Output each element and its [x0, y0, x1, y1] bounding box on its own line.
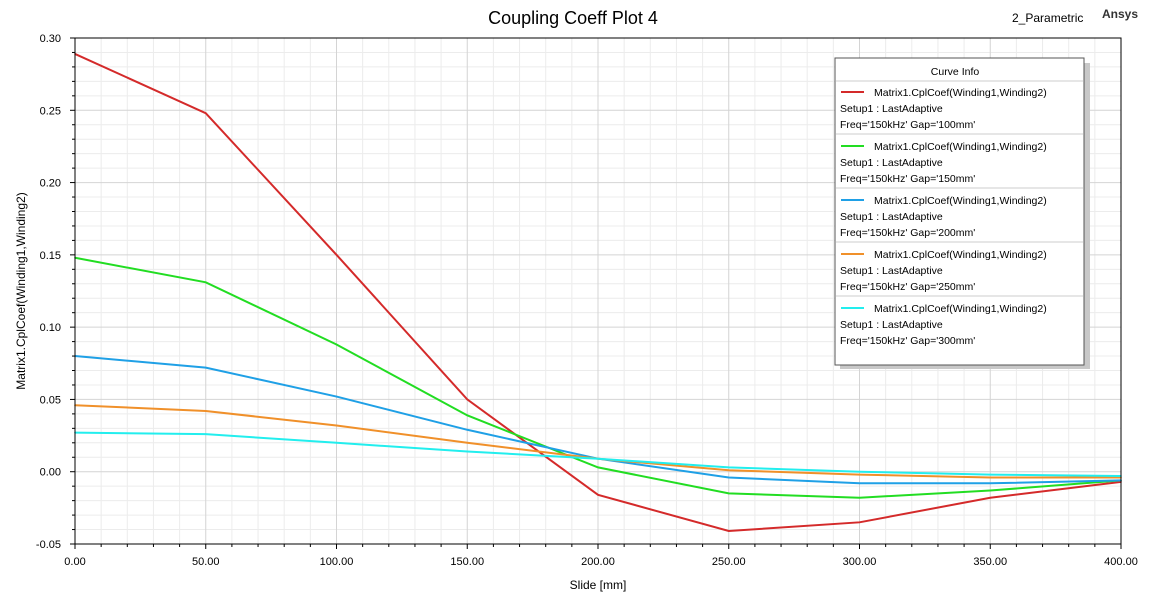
data-point: [466, 398, 469, 401]
data-point: [858, 470, 861, 473]
data-point: [597, 466, 599, 469]
chart-title: Coupling Coeff Plot 4: [488, 8, 658, 28]
data-point: [597, 494, 599, 496]
data-point: [727, 469, 730, 472]
y-tick-label: 0.10: [40, 322, 61, 334]
data-point: [466, 450, 469, 453]
curve-info-legend[interactable]: Curve Info Matrix1.CplCoef(Winding1,Wind…: [834, 57, 1090, 369]
x-tick-label: 150.00: [450, 556, 484, 568]
design-name: 2_Parametric: [1012, 11, 1083, 25]
data-point: [204, 366, 207, 369]
y-tick-label: 0.30: [40, 33, 61, 45]
y-tick-label: -0.05: [36, 539, 61, 551]
legend-setup-label: Setup1 : LastAdaptive: [840, 265, 943, 277]
legend-series-name: Matrix1.CplCoef(Winding1,Winding2): [874, 141, 1047, 153]
data-point: [858, 521, 861, 524]
y-tick-label: 0.20: [40, 178, 61, 190]
legend-params-label: Freq='150kHz' Gap='100mm': [840, 119, 975, 131]
data-point: [989, 496, 992, 499]
y-axis-title: Matrix1.CplCoef(Winding1,Winding2): [14, 192, 28, 389]
data-point: [989, 473, 992, 476]
x-tick-label: 400.00: [1104, 556, 1138, 568]
legend-entries: Matrix1.CplCoef(Winding1,Winding2) Setup1…: [836, 87, 1083, 347]
legend-setup-label: Setup1 : LastAdaptive: [840, 211, 943, 223]
data-point: [466, 428, 469, 431]
x-axis-title: Slide [mm]: [570, 578, 627, 592]
data-point: [858, 473, 861, 476]
data-point: [597, 457, 599, 460]
x-tick-label: 250.00: [712, 556, 746, 568]
legend-setup-label: Setup1 : LastAdaptive: [840, 103, 943, 115]
legend-series-name: Matrix1.CplCoef(Winding1,Winding2): [874, 303, 1047, 315]
brand-logo: Ansys: [1102, 7, 1138, 21]
data-point: [335, 442, 338, 444]
data-point: [204, 410, 207, 412]
legend-params-label: Freq='150kHz' Gap='200mm': [840, 227, 975, 239]
y-tick-label: 0.25: [40, 105, 61, 117]
data-point: [335, 254, 338, 256]
y-tick-label: 0.15: [40, 250, 61, 262]
data-point: [727, 530, 730, 532]
x-tick-label: 100.00: [320, 556, 354, 568]
data-point: [727, 492, 730, 495]
data-point: [335, 395, 338, 398]
data-point: [335, 343, 338, 346]
legend-series-name: Matrix1.CplCoef(Winding1,Winding2): [874, 249, 1047, 261]
legend-box: [834, 57, 1085, 366]
data-point: [989, 489, 992, 492]
x-tick-label: 350.00: [973, 556, 1007, 568]
axis-ticks: 0.00 50.00 100.00 150.00 200.00 250.00 300.00 3…: [36, 33, 1138, 568]
legend-series-name: Matrix1.CplCoef(Winding1,Winding2): [874, 87, 1047, 99]
y-tick-label: 0.00: [40, 467, 61, 479]
legend-series-name: Matrix1.CplCoef(Winding1,Winding2): [874, 195, 1047, 207]
x-tick-label: 50.00: [192, 556, 220, 568]
legend-title: Curve Info: [931, 66, 980, 78]
y-tick-label: 0.05: [40, 394, 61, 406]
data-point: [858, 496, 861, 499]
data-point: [989, 482, 992, 485]
data-point: [204, 112, 207, 114]
x-tick-label: 0.00: [64, 556, 85, 568]
data-point: [989, 476, 992, 479]
data-point: [466, 442, 469, 444]
data-point: [466, 414, 469, 417]
data-point: [727, 476, 730, 479]
plot-series: [74, 52, 1122, 532]
data-point: [727, 466, 730, 469]
legend-setup-label: Setup1 : LastAdaptive: [840, 319, 943, 331]
legend-setup-label: Setup1 : LastAdaptive: [840, 157, 943, 169]
x-tick-label: 200.00: [581, 556, 615, 568]
legend-params-label: Freq='150kHz' Gap='300mm': [840, 335, 975, 347]
data-point: [858, 482, 861, 485]
data-point: [204, 281, 207, 284]
legend-params-label: Freq='150kHz' Gap='250mm': [840, 281, 975, 293]
data-point: [204, 433, 207, 435]
data-point: [335, 424, 338, 427]
legend-params-label: Freq='150kHz' Gap='150mm': [840, 173, 975, 185]
x-tick-label: 300.00: [843, 556, 877, 568]
